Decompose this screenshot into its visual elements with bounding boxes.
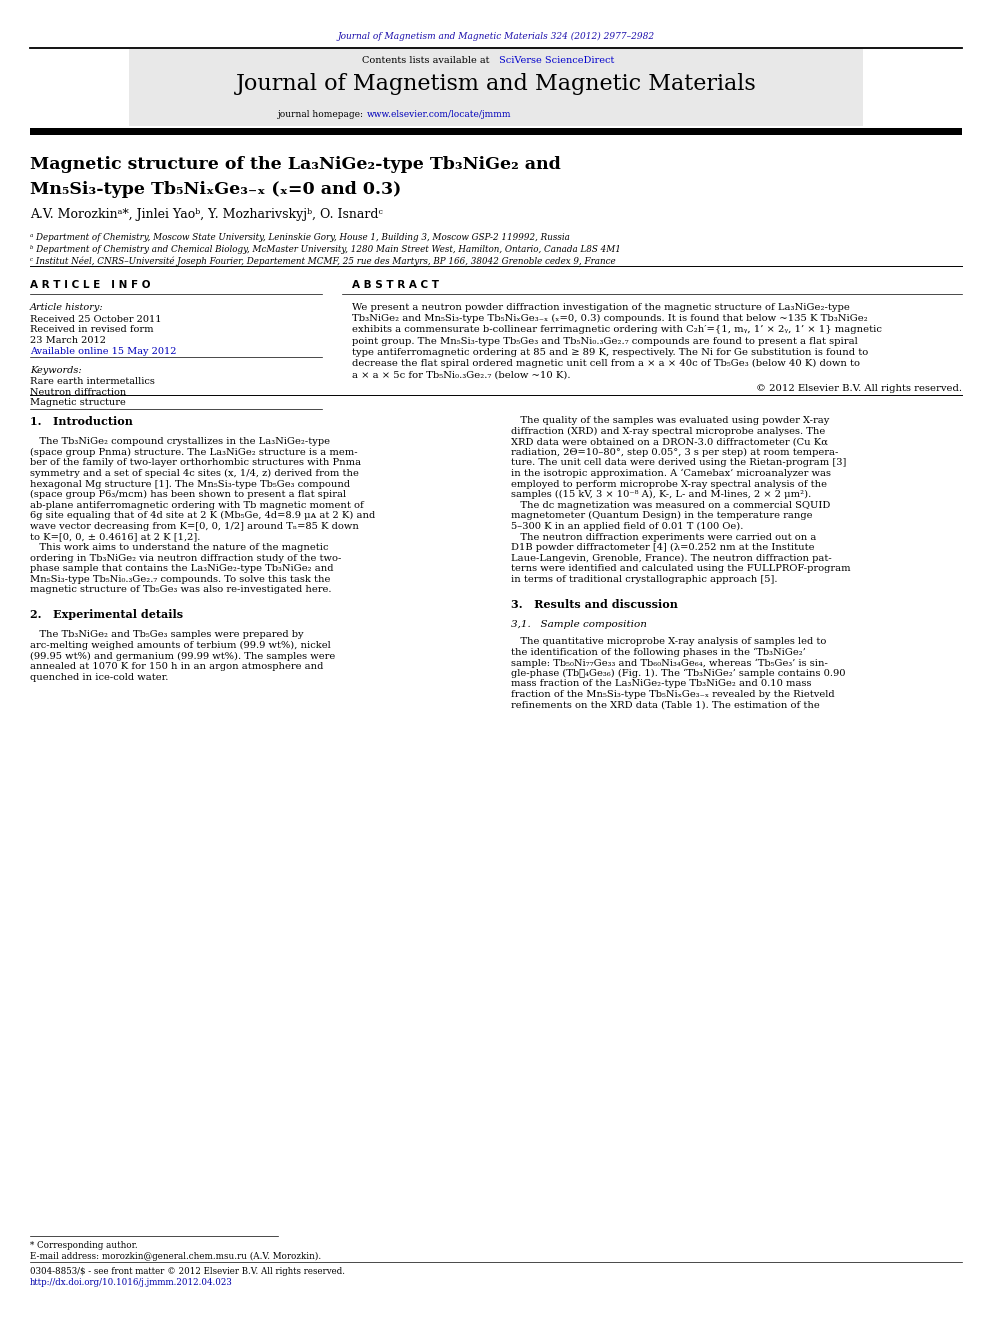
Text: Rare earth intermetallics: Rare earth intermetallics [30, 377, 155, 386]
Text: ordering in Tb₃NiGe₂ via neutron diffraction study of the two-: ordering in Tb₃NiGe₂ via neutron diffrac… [30, 553, 341, 562]
Text: A.V. Morozkinᵃ*, Jinlei Yaoᵇ, Y. Mozharivskyjᵇ, O. Isnardᶜ: A.V. Morozkinᵃ*, Jinlei Yaoᵇ, Y. Mozhari… [30, 208, 383, 221]
FancyBboxPatch shape [129, 49, 863, 126]
Text: exhibits a commensurate b-collinear ferrimagnetic ordering with C₂h′={1, mᵧ, 1’ : exhibits a commensurate b-collinear ferr… [352, 325, 882, 335]
Text: The quantitative microprobe X-ray analysis of samples led to: The quantitative microprobe X-ray analys… [511, 636, 826, 646]
Text: ᶜ Institut Néel, CNRS–Université Joseph Fourier, Departement MCMF, 25 rue des Ma: ᶜ Institut Néel, CNRS–Université Joseph … [30, 257, 615, 266]
Text: 2.   Experimental details: 2. Experimental details [30, 609, 183, 620]
Text: ture. The unit cell data were derived using the Rietan-program [3]: ture. The unit cell data were derived us… [511, 458, 846, 467]
Text: © 2012 Elsevier B.V. All rights reserved.: © 2012 Elsevier B.V. All rights reserved… [756, 384, 962, 393]
Text: annealed at 1070 K for 150 h in an argon atmosphere and: annealed at 1070 K for 150 h in an argon… [30, 662, 323, 671]
Text: refinements on the XRD data (Table 1). The estimation of the: refinements on the XRD data (Table 1). T… [511, 700, 819, 709]
Text: Mn₅Si₃-type Tb₅NiₓGe₃₋ₓ (ₓ=0 and 0.3): Mn₅Si₃-type Tb₅NiₓGe₃₋ₓ (ₓ=0 and 0.3) [30, 181, 401, 198]
Text: Available online 15 May 2012: Available online 15 May 2012 [30, 347, 177, 356]
Text: The Tb₃NiGe₂ and Tb₅Ge₃ samples were prepared by: The Tb₃NiGe₂ and Tb₅Ge₃ samples were pre… [30, 630, 304, 639]
Text: XRD data were obtained on a DRON-3.0 diffractometer (Cu Kα: XRD data were obtained on a DRON-3.0 dif… [511, 437, 827, 446]
Text: the identification of the following phases in the ‘Tb₃NiGe₂’: the identification of the following phas… [511, 647, 806, 658]
Text: quenched in ice-cold water.: quenched in ice-cold water. [30, 672, 168, 681]
Text: radiation, 2Θ=10–80°, step 0.05°, 3 s per step) at room tempera-: radiation, 2Θ=10–80°, step 0.05°, 3 s pe… [511, 447, 838, 456]
Text: SciVerse ScienceDirect: SciVerse ScienceDirect [499, 56, 614, 65]
Text: journal homepage:: journal homepage: [278, 110, 367, 119]
Text: Mn₅Si₃-type Tb₅Ni₀.₃Ge₂.₇ compounds. To solve this task the: Mn₅Si₃-type Tb₅Ni₀.₃Ge₂.₇ compounds. To … [30, 574, 330, 583]
Text: (99.95 wt%) and germanium (99.99 wt%). The samples were: (99.95 wt%) and germanium (99.99 wt%). T… [30, 651, 335, 660]
Text: Keywords:: Keywords: [30, 366, 81, 376]
Text: www.elsevier.com/locate/jmmm: www.elsevier.com/locate/jmmm [367, 110, 512, 119]
Text: 3,1.   Sample composition: 3,1. Sample composition [511, 619, 647, 628]
Text: Laue-Langevin, Grenoble, France). The neutron diffraction pat-: Laue-Langevin, Grenoble, France). The ne… [511, 553, 831, 562]
Text: E-mail address: morozkin@general.chem.msu.ru (A.V. Morozkin).: E-mail address: morozkin@general.chem.ms… [30, 1252, 320, 1261]
Text: The quality of the samples was evaluated using powder X-ray: The quality of the samples was evaluated… [511, 415, 829, 425]
Text: arc-melting weighed amounts of terbium (99.9 wt%), nickel: arc-melting weighed amounts of terbium (… [30, 640, 330, 650]
Text: in terms of traditional crystallographic approach [5].: in terms of traditional crystallographic… [511, 574, 778, 583]
Text: Contents lists available at: Contents lists available at [362, 56, 493, 65]
Text: This work aims to understand the nature of the magnetic: This work aims to understand the nature … [30, 542, 328, 552]
Text: diffraction (XRD) and X-ray spectral microprobe analyses. The: diffraction (XRD) and X-ray spectral mic… [511, 426, 825, 435]
Text: 6g site equaling that of 4d site at 2 K (Mb₅Ge, 4d=8.9 μᴀ at 2 K) and: 6g site equaling that of 4d site at 2 K … [30, 511, 375, 520]
Text: 3.   Results and discussion: 3. Results and discussion [511, 598, 678, 610]
Text: 1.   Introduction: 1. Introduction [30, 415, 133, 427]
Text: wave vector decreasing from K=[0, 0, 1/2] around Tₙ=85 K down: wave vector decreasing from K=[0, 0, 1/2… [30, 521, 359, 531]
Text: magnetometer (Quantum Design) in the temperature range: magnetometer (Quantum Design) in the tem… [511, 511, 812, 520]
Text: symmetry and a set of special 4c sites (x, 1/4, z) derived from the: symmetry and a set of special 4c sites (… [30, 468, 359, 478]
Text: 23 March 2012: 23 March 2012 [30, 336, 106, 345]
Text: Neutron diffraction: Neutron diffraction [30, 388, 126, 397]
Text: magnetic structure of Tb₅Ge₃ was also re-investigated here.: magnetic structure of Tb₅Ge₃ was also re… [30, 585, 331, 594]
Text: type antiferromagnetic ordering at 85 and ≥ 89 K, respectively. The Ni for Ge su: type antiferromagnetic ordering at 85 an… [352, 348, 868, 357]
Text: http://dx.doi.org/10.1016/j.jmmm.2012.04.023: http://dx.doi.org/10.1016/j.jmmm.2012.04… [30, 1278, 232, 1287]
Text: A R T I C L E   I N F O: A R T I C L E I N F O [30, 280, 150, 291]
Text: samples ((15 kV, 3 × 10⁻⁸ A), K-, L- and M-lines, 2 × 2 μm²).: samples ((15 kV, 3 × 10⁻⁸ A), K-, L- and… [511, 490, 811, 499]
Text: The neutron diffraction experiments were carried out on a: The neutron diffraction experiments were… [511, 532, 816, 541]
Text: The Tb₃NiGe₂ compound crystallizes in the La₃NiGe₂-type: The Tb₃NiGe₂ compound crystallizes in th… [30, 437, 329, 446]
Text: terns were identified and calculated using the FULLPROF-program: terns were identified and calculated usi… [511, 564, 850, 573]
Text: 0304-8853/$ - see front matter © 2012 Elsevier B.V. All rights reserved.: 0304-8853/$ - see front matter © 2012 El… [30, 1267, 345, 1277]
Text: ᵃ Department of Chemistry, Moscow State University, Leninskie Gory, House 1, Bui: ᵃ Department of Chemistry, Moscow State … [30, 233, 569, 242]
Text: sample: Tb₅₀Ni₇₇Ge₃₃ and Tb₆₀Ni₃₄Ge₆₄, whereas ‘Tb₅Ge₃’ is sin-: sample: Tb₅₀Ni₇₇Ge₃₃ and Tb₆₀Ni₃₄Ge₆₄, w… [511, 658, 827, 668]
Text: D1B powder diffractometer [4] (λ=0.252 nm at the Institute: D1B powder diffractometer [4] (λ=0.252 n… [511, 542, 814, 552]
Text: Received in revised form: Received in revised form [30, 325, 153, 335]
Text: (space group P6₃/mcm) has been shown to present a flat spiral: (space group P6₃/mcm) has been shown to … [30, 490, 346, 499]
Text: ber of the family of two-layer orthorhombic structures with Pnma: ber of the family of two-layer orthorhom… [30, 458, 361, 467]
Text: (space group Pnma) structure. The La₃NiGe₂ structure is a mem-: (space group Pnma) structure. The La₃NiG… [30, 447, 357, 456]
Text: Journal of Magnetism and Magnetic Materials 324 (2012) 2977–2982: Journal of Magnetism and Magnetic Materi… [337, 32, 655, 41]
Text: in the isotropic approximation. A ‘Camebax’ microanalyzer was: in the isotropic approximation. A ‘Cameb… [511, 468, 831, 479]
Text: Article history:: Article history: [30, 303, 103, 312]
Text: to K=[0, 0, ± 0.4616] at 2 K [1,2].: to K=[0, 0, ± 0.4616] at 2 K [1,2]. [30, 532, 200, 541]
Text: Journal of Magnetism and Magnetic Materials: Journal of Magnetism and Magnetic Materi… [236, 73, 756, 95]
Text: Magnetic structure of the La₃NiGe₂-type Tb₃NiGe₂ and: Magnetic structure of the La₃NiGe₂-type … [30, 156, 560, 173]
Text: We present a neutron powder diffraction investigation of the magnetic structure : We present a neutron powder diffraction … [352, 303, 850, 312]
Text: fraction of the Mn₅Si₃-type Tb₅NiₓGe₃₋ₓ revealed by the Rietveld: fraction of the Mn₅Si₃-type Tb₅NiₓGe₃₋ₓ … [511, 689, 834, 699]
Text: Magnetic structure: Magnetic structure [30, 398, 126, 407]
Text: A B S T R A C T: A B S T R A C T [352, 280, 439, 291]
Text: Tb₃NiGe₂ and Mn₅Si₃-type Tb₅NiₓGe₃₋ₓ (ₓ=0, 0.3) compounds. It is found that belo: Tb₃NiGe₂ and Mn₅Si₃-type Tb₅NiₓGe₃₋ₓ (ₓ=… [352, 314, 868, 323]
Text: phase sample that contains the La₃NiGe₂-type Tb₃NiGe₂ and: phase sample that contains the La₃NiGe₂-… [30, 564, 333, 573]
Text: ᵇ Department of Chemistry and Chemical Biology, McMaster University, 1280 Main S: ᵇ Department of Chemistry and Chemical B… [30, 245, 621, 254]
Text: point group. The Mn₅Si₃-type Tb₅Ge₃ and Tb₅Ni₀.₃Ge₂.₇ compounds are found to pre: point group. The Mn₅Si₃-type Tb₅Ge₃ and … [352, 336, 858, 345]
FancyBboxPatch shape [30, 128, 962, 135]
Text: decrease the flat spiral ordered magnetic unit cell from a × a × 40c of Tb₅Ge₃ (: decrease the flat spiral ordered magneti… [352, 359, 860, 368]
Text: Received 25 October 2011: Received 25 October 2011 [30, 315, 162, 324]
Text: 5–300 K in an applied field of 0.01 T (100 Oe).: 5–300 K in an applied field of 0.01 T (1… [511, 521, 743, 531]
Text: ab-plane antiferromagnetic ordering with Tb magnetic moment of: ab-plane antiferromagnetic ordering with… [30, 500, 363, 509]
Text: * Corresponding author.: * Corresponding author. [30, 1241, 137, 1250]
Text: mass fraction of the La₃NiGe₂-type Tb₃NiGe₂ and 0.10 mass: mass fraction of the La₃NiGe₂-type Tb₃Ni… [511, 679, 811, 688]
Text: employed to perform microprobe X-ray spectral analysis of the: employed to perform microprobe X-ray spe… [511, 479, 827, 488]
Text: gle-phase (Tb⁦₄Ge₃₆) (Fig. 1). The ‘Tb₃NiGe₂’ sample contains 0.90: gle-phase (Tb⁦₄Ge₃₆) (Fig. 1). The ‘Tb₃N… [511, 668, 845, 679]
Text: hexagonal Mg structure [1]. The Mn₅Si₃-type Tb₅Ge₃ compound: hexagonal Mg structure [1]. The Mn₅Si₃-t… [30, 479, 350, 488]
Text: The dc magnetization was measured on a commercial SQUID: The dc magnetization was measured on a c… [511, 500, 830, 509]
Text: a × a × 5c for Tb₅Ni₀.₃Ge₂.₇ (below ~10 K).: a × a × 5c for Tb₅Ni₀.₃Ge₂.₇ (below ~10 … [352, 370, 570, 380]
